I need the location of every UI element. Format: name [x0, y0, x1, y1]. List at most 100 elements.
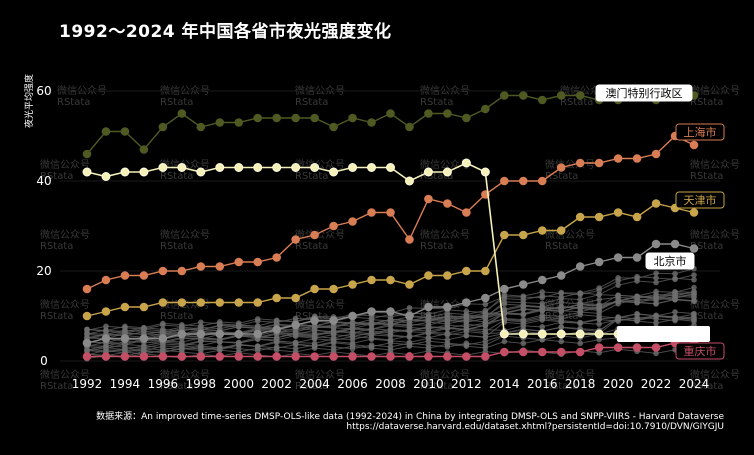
series-point	[348, 113, 357, 123]
background-series-point	[691, 311, 697, 318]
x-tick-label: 2016	[527, 377, 558, 391]
series-point	[462, 113, 471, 123]
background-series-point	[216, 337, 223, 344]
series-point	[120, 302, 130, 312]
background-series-point	[539, 324, 546, 330]
series-point	[82, 284, 92, 294]
series-point	[310, 113, 319, 123]
background-series-point	[254, 318, 261, 324]
series-point	[556, 91, 566, 100]
background-series-point	[520, 297, 527, 303]
background-series-point	[273, 345, 280, 351]
background-series-point	[596, 285, 602, 291]
background-series-point	[501, 301, 508, 307]
series-point	[120, 352, 130, 361]
background-series-point	[596, 307, 602, 314]
series-point	[310, 352, 319, 361]
series-point	[367, 307, 376, 316]
x-tick-label: 2006	[337, 377, 368, 391]
x-tick-label: 2014	[489, 377, 520, 391]
x-tick-label: 2002	[261, 377, 292, 391]
series-point	[651, 199, 661, 208]
background-series-point	[691, 318, 697, 325]
series-point	[234, 118, 244, 127]
background-series-point	[577, 311, 583, 318]
series-point	[348, 217, 357, 226]
series-point	[215, 163, 225, 172]
background-series-point	[558, 299, 565, 306]
series-point	[481, 266, 490, 276]
background-series-point	[520, 340, 527, 347]
series-label: 澳门特别行政区	[606, 86, 683, 100]
background-series-point	[501, 338, 508, 345]
series-point	[651, 149, 661, 159]
background-series-point	[539, 292, 546, 299]
series-point	[348, 311, 357, 321]
series-point	[158, 122, 168, 132]
background-series-point	[672, 270, 678, 277]
y-tick-label: 60	[36, 84, 51, 98]
series-point	[215, 118, 225, 127]
series-point	[253, 163, 263, 172]
x-tick-label: 2024	[679, 377, 710, 391]
series-point	[139, 167, 149, 177]
background-series-point	[349, 323, 356, 330]
series-point	[556, 163, 566, 172]
series-point	[253, 298, 263, 307]
background-series-point	[387, 321, 394, 327]
series-point	[613, 208, 623, 217]
series-point	[82, 311, 92, 321]
series-label-box	[645, 252, 695, 270]
series-point	[537, 176, 547, 186]
background-series-point	[425, 324, 432, 331]
series-point	[386, 307, 395, 316]
series-point	[443, 271, 452, 280]
background-series-point	[672, 296, 678, 302]
x-tick-label: 1994	[110, 377, 141, 391]
background-series-point	[103, 323, 109, 330]
series-point	[215, 352, 225, 361]
series-point	[500, 176, 509, 186]
background-series-point	[615, 314, 621, 321]
series-point	[120, 334, 130, 343]
background-series-point	[368, 343, 375, 350]
series-point	[537, 347, 547, 357]
series-point	[594, 257, 604, 267]
series-point	[367, 208, 376, 217]
background-series-point	[596, 291, 602, 298]
background-series-point	[406, 333, 413, 339]
background-series-point	[539, 289, 546, 295]
series-point	[348, 280, 357, 289]
series-point	[82, 352, 92, 361]
background-series-point	[577, 305, 583, 312]
series-point	[613, 253, 623, 262]
background-series-point	[558, 317, 565, 324]
background-series-point	[596, 321, 602, 327]
series-point	[310, 230, 319, 240]
background-series-point	[672, 315, 678, 321]
background-series-point	[235, 322, 242, 329]
series-point	[537, 329, 547, 339]
series-point	[481, 104, 490, 114]
series-point	[651, 343, 661, 352]
series-point	[537, 226, 547, 235]
background-series-point	[216, 320, 223, 327]
x-tick-label: 2018	[565, 377, 596, 391]
background-series-point	[179, 323, 185, 330]
series-point	[442, 167, 452, 177]
series-point	[386, 163, 395, 172]
series-point	[500, 347, 509, 357]
series-point	[215, 298, 225, 307]
series-point	[139, 145, 149, 154]
background-series-point	[501, 310, 508, 316]
background-series-point	[311, 333, 318, 339]
background-series-point	[501, 295, 508, 302]
series-point	[101, 334, 111, 343]
series-point	[481, 293, 490, 303]
background-series-point	[482, 307, 489, 314]
series-point	[253, 257, 263, 267]
background-series-point	[179, 340, 185, 347]
background-series-point	[577, 290, 583, 296]
background-series-point	[558, 324, 565, 331]
